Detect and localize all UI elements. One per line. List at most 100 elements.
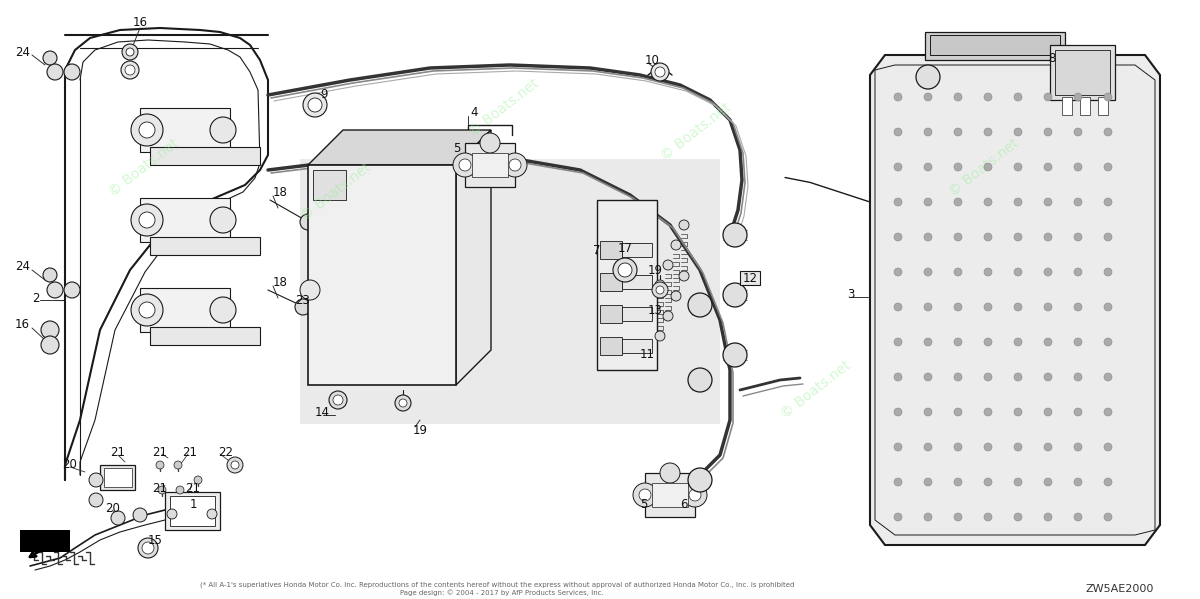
Circle shape [210, 297, 236, 323]
Bar [140, 108, 230, 152]
Circle shape [924, 408, 932, 416]
Circle shape [126, 48, 134, 56]
Circle shape [1044, 338, 1052, 346]
Circle shape [984, 268, 992, 276]
Circle shape [1014, 373, 1022, 381]
Circle shape [894, 373, 902, 381]
Circle shape [1104, 233, 1112, 241]
Circle shape [640, 489, 650, 501]
Circle shape [1074, 163, 1082, 171]
Circle shape [924, 93, 932, 101]
Circle shape [984, 478, 992, 486]
Circle shape [156, 461, 164, 469]
Text: 17: 17 [618, 241, 634, 255]
Circle shape [1044, 513, 1052, 521]
Circle shape [894, 303, 902, 311]
Text: © Boats.net: © Boats.net [107, 136, 181, 199]
Circle shape [300, 214, 316, 230]
Circle shape [688, 468, 712, 492]
Circle shape [894, 408, 902, 416]
Circle shape [984, 513, 992, 521]
Circle shape [1014, 443, 1022, 451]
Circle shape [1014, 233, 1022, 241]
Circle shape [662, 260, 673, 270]
Circle shape [1104, 373, 1112, 381]
Text: 7: 7 [593, 244, 600, 256]
Text: 21: 21 [110, 446, 125, 459]
Circle shape [954, 338, 962, 346]
Circle shape [984, 93, 992, 101]
Text: 16: 16 [14, 319, 30, 331]
Circle shape [1014, 268, 1022, 276]
Circle shape [1074, 268, 1082, 276]
Bar [308, 165, 456, 385]
Text: 21: 21 [182, 446, 197, 458]
Circle shape [1044, 268, 1052, 276]
Circle shape [916, 65, 940, 89]
Circle shape [954, 373, 962, 381]
Circle shape [395, 395, 410, 411]
Circle shape [1014, 163, 1022, 171]
Text: 20: 20 [62, 458, 77, 471]
Circle shape [194, 476, 202, 484]
Bar [150, 147, 260, 165]
Bar [600, 241, 622, 259]
Circle shape [924, 478, 932, 486]
Circle shape [1014, 93, 1022, 101]
Text: 20: 20 [106, 501, 120, 515]
Text: © Boats.net: © Boats.net [299, 160, 373, 223]
Text: 9: 9 [320, 89, 328, 101]
Circle shape [984, 233, 992, 241]
Circle shape [655, 280, 665, 290]
Text: 5: 5 [640, 498, 647, 512]
Bar [1080, 97, 1090, 115]
Circle shape [924, 373, 932, 381]
Circle shape [688, 368, 712, 392]
Text: Page design: © 2004 - 2017 by AfP Products Services, Inc.: Page design: © 2004 - 2017 by AfP Produc… [400, 589, 604, 597]
Bar [600, 305, 622, 323]
Circle shape [230, 461, 239, 469]
Circle shape [984, 163, 992, 171]
Text: 24: 24 [14, 261, 30, 274]
Circle shape [954, 163, 962, 171]
Circle shape [480, 133, 500, 153]
Circle shape [924, 303, 932, 311]
Polygon shape [456, 130, 491, 385]
Circle shape [1044, 443, 1052, 451]
Circle shape [924, 163, 932, 171]
Circle shape [1074, 408, 1082, 416]
Circle shape [924, 513, 932, 521]
Circle shape [689, 489, 701, 501]
Bar [140, 288, 230, 332]
Circle shape [1104, 268, 1112, 276]
Circle shape [634, 483, 658, 507]
Circle shape [954, 93, 962, 101]
Circle shape [984, 198, 992, 206]
Text: 10: 10 [646, 53, 660, 66]
Circle shape [650, 63, 670, 81]
Circle shape [43, 268, 58, 282]
Circle shape [122, 44, 138, 60]
Circle shape [329, 391, 347, 409]
Circle shape [1014, 478, 1022, 486]
Circle shape [454, 153, 478, 177]
Circle shape [1014, 303, 1022, 311]
Circle shape [722, 223, 746, 247]
Circle shape [984, 128, 992, 136]
Bar [472, 153, 508, 177]
Bar [1062, 97, 1072, 115]
Text: ZW5AE2000: ZW5AE2000 [1085, 584, 1153, 594]
Circle shape [1044, 478, 1052, 486]
Circle shape [1044, 233, 1052, 241]
Circle shape [308, 98, 322, 112]
Circle shape [142, 542, 154, 554]
Text: FR.: FR. [23, 534, 46, 546]
Circle shape [300, 280, 320, 300]
Circle shape [139, 302, 155, 318]
Bar [622, 243, 652, 257]
Circle shape [1014, 338, 1022, 346]
Bar [1098, 97, 1108, 115]
Text: 5: 5 [454, 141, 461, 155]
Text: 23: 23 [295, 294, 310, 307]
Circle shape [1074, 303, 1082, 311]
